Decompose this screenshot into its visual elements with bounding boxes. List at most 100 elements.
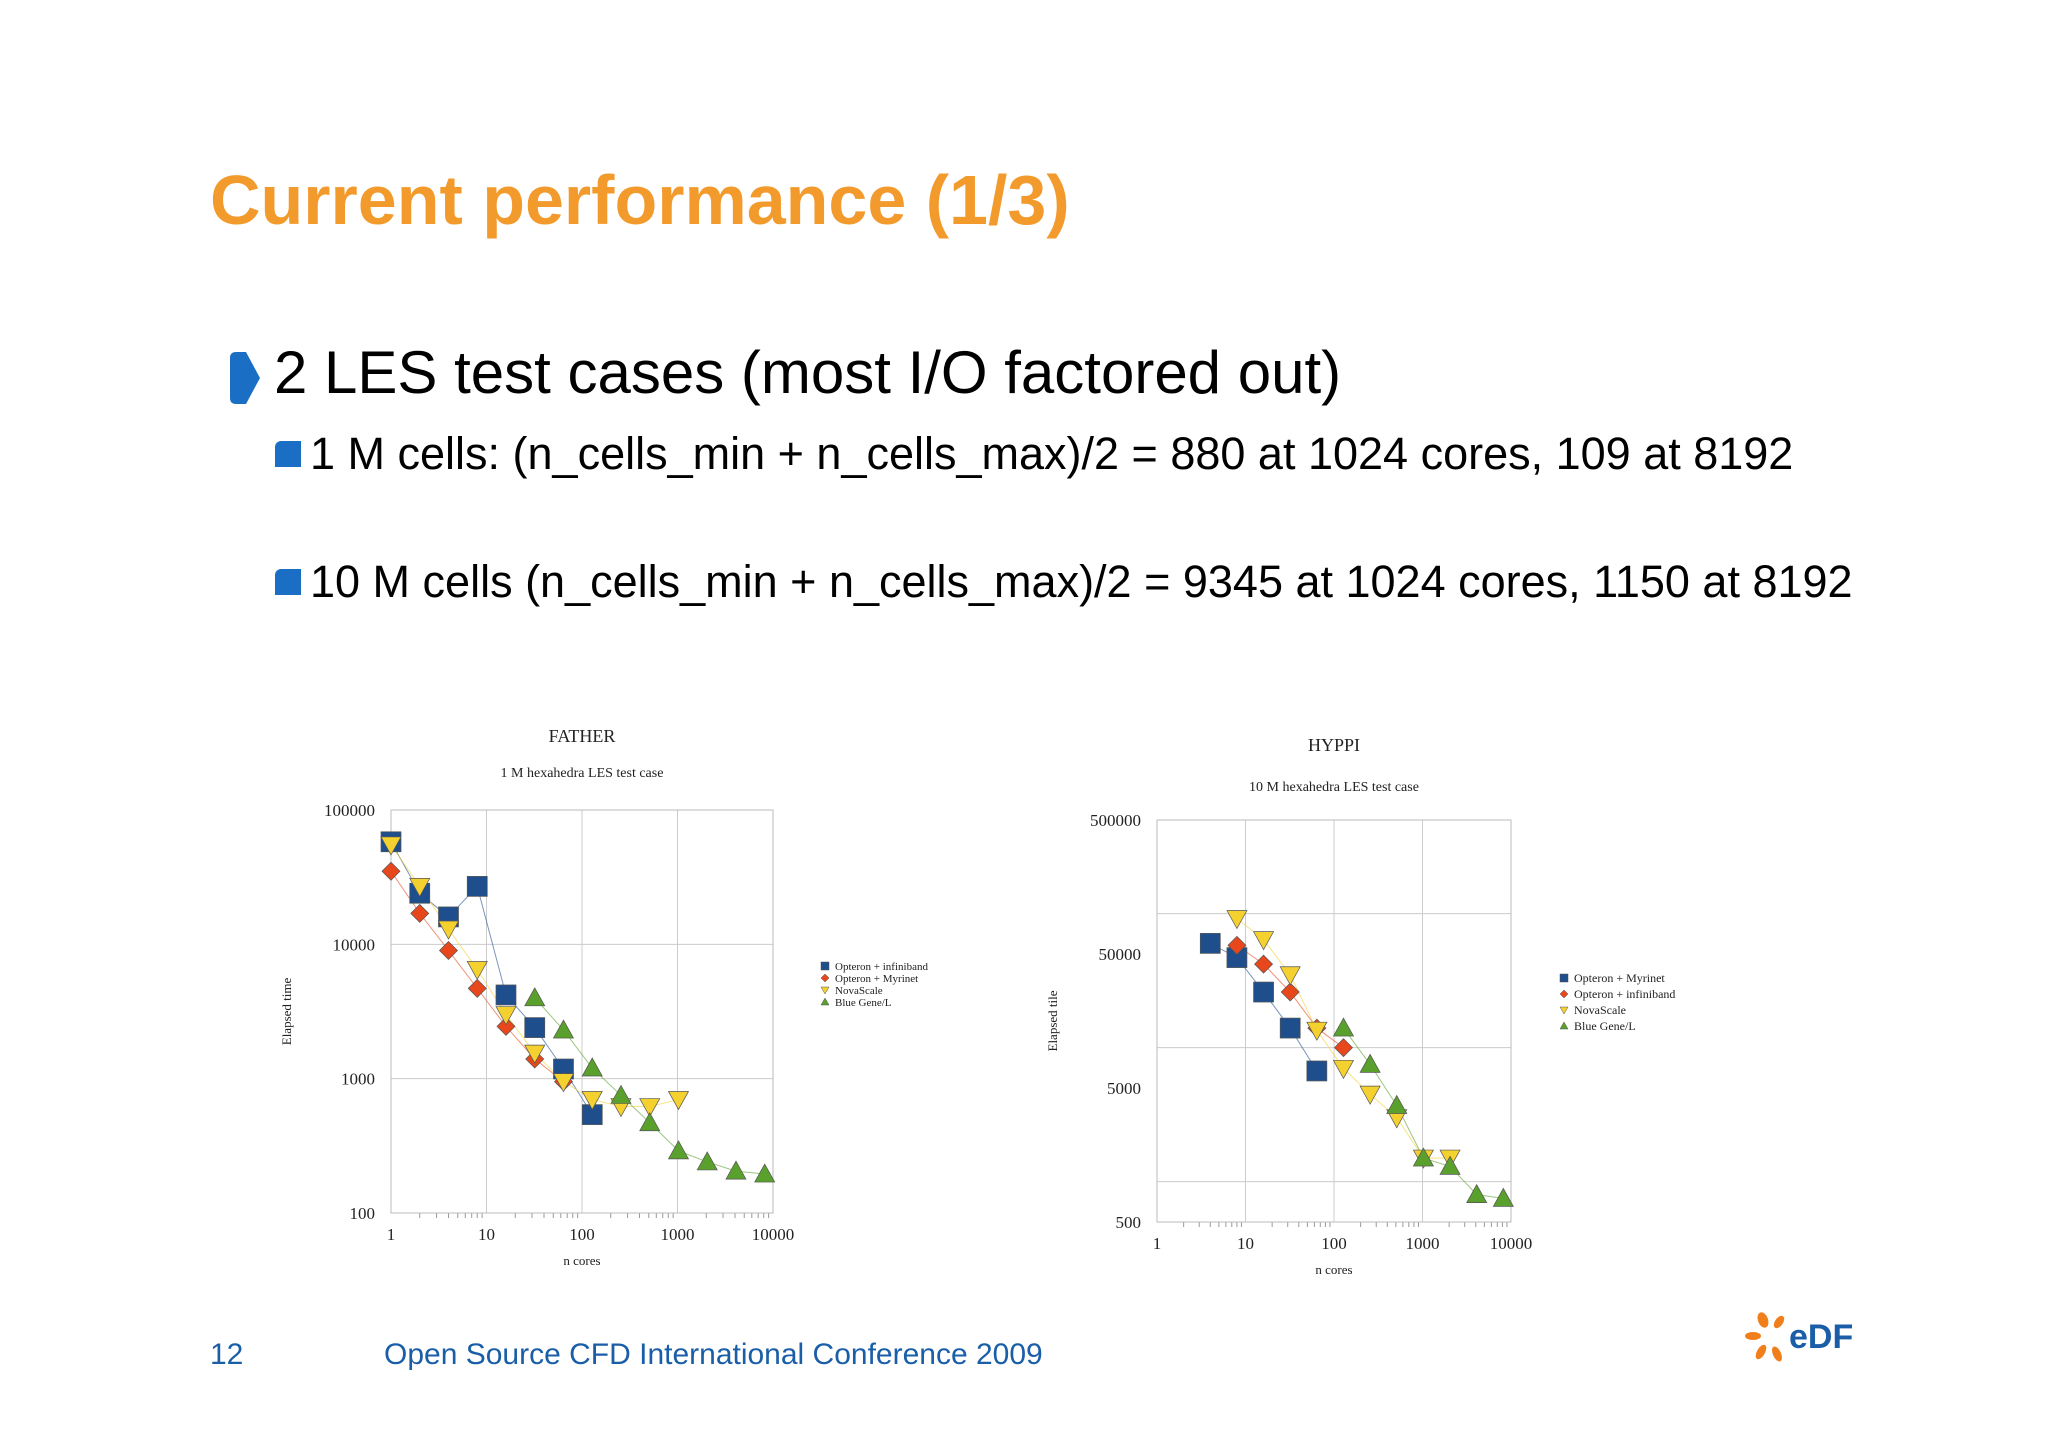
chart2-series-2-point bbox=[1306, 1021, 1328, 1041]
chart2-xlabel: n cores bbox=[1315, 1262, 1352, 1277]
chart2-legend-marker bbox=[1559, 1006, 1569, 1015]
chart2-legend-label: Opteron + infiniband bbox=[1574, 987, 1675, 1001]
slide-title: Current performance (1/3) bbox=[210, 160, 1070, 240]
chart1-series-line-3 bbox=[534, 997, 765, 1175]
chart2-series-3-point bbox=[1386, 1094, 1408, 1114]
chart1-series-0-point bbox=[524, 1017, 546, 1038]
chart1-series-2-point bbox=[437, 920, 460, 940]
chart1-series-2-point bbox=[380, 836, 402, 856]
chart2-series-3-point bbox=[1332, 1017, 1355, 1037]
chart1-xlabel: n cores bbox=[563, 1253, 600, 1268]
chart1-series-2-point bbox=[581, 1091, 603, 1111]
chart2-ytick-label: 500000 bbox=[1090, 811, 1141, 830]
chart1-series-1-point bbox=[410, 903, 430, 923]
chart2-legend-label: Opteron + Myrinet bbox=[1574, 971, 1665, 985]
chart1-series-2-point bbox=[524, 1044, 546, 1064]
chart1-series-0-point bbox=[466, 876, 488, 897]
chart1-series-2-point bbox=[667, 1091, 690, 1111]
chart-hyppi: HYPPI 10 M hexahedra LES test case 1 10 100 1… bbox=[1045, 735, 1675, 1277]
chart1-series-3-point bbox=[610, 1084, 632, 1104]
sub-bullet-1-text: 1 M cells: (n_cells_min + n_cells_max)/2… bbox=[310, 428, 1794, 479]
chart2-series-3-point bbox=[1359, 1053, 1381, 1073]
chart2-series-0-point bbox=[1279, 1017, 1301, 1039]
chart1-series-3-point bbox=[754, 1163, 776, 1183]
chart2-xtick-label: 100 bbox=[1321, 1234, 1347, 1253]
chart2-series-0-point bbox=[1306, 1060, 1328, 1082]
chart1-legend-marker bbox=[820, 973, 830, 983]
chart1-series-0-point bbox=[495, 984, 517, 1006]
chart1-series-3-point bbox=[524, 987, 546, 1007]
chart1-subtitle: 1 M hexahedra LES test case bbox=[501, 766, 664, 781]
chart1-xtick-label: 10000 bbox=[752, 1225, 795, 1244]
edf-logo-icon: eDF bbox=[1745, 1312, 1853, 1362]
chart1-series-2-point bbox=[639, 1098, 661, 1118]
chart2-xtick-label: 1000 bbox=[1406, 1234, 1440, 1253]
chart2-series-1-point bbox=[1333, 1038, 1353, 1058]
chart1-series-3-point bbox=[552, 1019, 575, 1039]
chart1-ytick-label: 100 bbox=[350, 1204, 376, 1223]
chart-father: FATHER 1 M hexahedra LES test case 1 10 100 1… bbox=[279, 726, 928, 1268]
chart1-xtick-label: 1000 bbox=[661, 1225, 695, 1244]
chart1-legend-marker bbox=[820, 997, 830, 1006]
chart2-ytick-label: 500 bbox=[1116, 1213, 1142, 1232]
chart2-series-1-point bbox=[1254, 954, 1274, 974]
chart1-ylabel: Elapsed time bbox=[279, 978, 294, 1046]
chart1-series-3-point bbox=[667, 1140, 690, 1160]
chart1-series-3-point bbox=[696, 1151, 718, 1171]
chart2-xtick-label: 1 bbox=[1153, 1234, 1162, 1253]
chart2-xtick-label: 10000 bbox=[1490, 1234, 1533, 1253]
chart1-xtick-label: 100 bbox=[569, 1225, 595, 1244]
chart1-xtick-label: 1 bbox=[387, 1225, 396, 1244]
chart2-series-3-point bbox=[1439, 1155, 1461, 1175]
chart2-ytick-label: 5000 bbox=[1107, 1079, 1141, 1098]
arrow-bullet-icon bbox=[230, 352, 260, 404]
chart2-ytick-label: 50000 bbox=[1099, 945, 1142, 964]
chart2-ylabel: Elapsed tile bbox=[1045, 990, 1060, 1051]
sub-bullet-2-text: 10 M cells (n_cells_min + n_cells_max)/2… bbox=[310, 556, 1853, 607]
chart1-series-3-point bbox=[639, 1111, 661, 1132]
chart2-subtitle: 10 M hexahedra LES test case bbox=[1249, 780, 1419, 795]
chart1-series-1-point bbox=[496, 1016, 516, 1036]
square-bullet-icon bbox=[275, 441, 301, 467]
chart2-legend-label: NovaScale bbox=[1574, 1003, 1626, 1017]
chart1-series-2-point bbox=[552, 1073, 575, 1093]
chart2-xtick-label: 10 bbox=[1237, 1234, 1254, 1253]
chart2-legend-marker bbox=[1559, 973, 1569, 983]
footer-text: Open Source CFD International Conference… bbox=[384, 1338, 1043, 1371]
chart2-legend-marker bbox=[1559, 989, 1569, 999]
chart1-legend-marker bbox=[820, 961, 830, 971]
chart1-series-2-point bbox=[466, 961, 488, 981]
chart1-ytick-label: 1000 bbox=[341, 1070, 375, 1089]
chart2-series-1-point bbox=[1280, 982, 1300, 1002]
chart1-series-1-point bbox=[381, 861, 401, 881]
chart1-plot-area bbox=[390, 809, 774, 1214]
square-bullet-icon bbox=[275, 569, 301, 595]
chart1-series-3-point bbox=[581, 1057, 603, 1077]
main-bullet-text: 2 LES test cases (most I/O factored out) bbox=[274, 339, 1342, 406]
chart1-legend-label: Opteron + Myrinet bbox=[835, 973, 918, 985]
edf-logo-text: eDF bbox=[1789, 1318, 1853, 1356]
chart2-series-3-point bbox=[1412, 1147, 1435, 1167]
chart2-series-3-point bbox=[1492, 1187, 1514, 1207]
page-number: 12 bbox=[210, 1338, 244, 1371]
chart2-series-2-point bbox=[1279, 966, 1301, 986]
chart1-xtick-label: 10 bbox=[478, 1225, 495, 1244]
chart1-legend-marker bbox=[820, 986, 830, 995]
chart1-series-2-point bbox=[495, 1006, 517, 1026]
chart1-series-3-point bbox=[725, 1160, 747, 1180]
chart1-legend-label: Opteron + infiniband bbox=[835, 961, 928, 973]
chart2-series-2-point bbox=[1332, 1060, 1355, 1080]
chart2-title: HYPPI bbox=[1308, 735, 1360, 755]
chart2-series-2-point bbox=[1252, 931, 1275, 951]
chart1-title: FATHER bbox=[549, 726, 616, 746]
chart2-legend-marker bbox=[1559, 1021, 1569, 1030]
chart2-legend-label: Blue Gene/L bbox=[1574, 1019, 1636, 1033]
chart1-ytick-label: 10000 bbox=[333, 935, 376, 954]
chart1-legend-label: NovaScale bbox=[835, 985, 883, 997]
chart1-series-1-point bbox=[439, 940, 458, 960]
chart2-series-0-point bbox=[1199, 933, 1221, 954]
chart2-series-2-point bbox=[1359, 1085, 1381, 1105]
chart1-ytick-label: 100000 bbox=[324, 801, 375, 820]
chart1-series-1-point bbox=[467, 978, 487, 998]
chart2-plot-area bbox=[1156, 819, 1512, 1223]
